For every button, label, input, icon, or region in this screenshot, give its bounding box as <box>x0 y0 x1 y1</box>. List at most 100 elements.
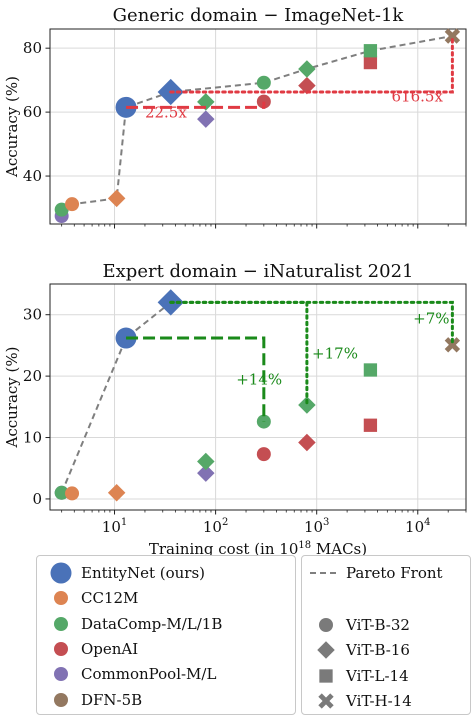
data-point-datacomp <box>256 75 271 90</box>
legend-architectures: Pareto Front ViT-B-32 ViT-B-16 ViT-L-14 ViT-… <box>301 555 471 715</box>
annotation-label: +17% <box>312 344 358 362</box>
legend-item-x: ViT-H-14 <box>302 688 412 714</box>
legend-item-pareto: Pareto Front <box>302 560 443 586</box>
legend-marker <box>54 667 68 682</box>
annotation-bracket <box>169 300 309 407</box>
legend-label: DFN-5B <box>81 690 143 709</box>
data-point-cc12m <box>107 189 126 208</box>
data-point-datacomp <box>363 44 378 58</box>
y-axis-label: Accuracy (%) <box>3 76 21 178</box>
annotation-bracket <box>126 336 266 422</box>
data-point-datacomp <box>363 363 378 377</box>
legend-item-openai: OpenAI <box>37 636 138 662</box>
legend-swatch-entitynet <box>50 562 72 584</box>
data-point-openai <box>298 433 316 452</box>
data-point-datacomp <box>298 60 316 78</box>
chart-panel-2: 101 102 103 104 0 10 20 30 Expert domain − iNatu… <box>3 261 467 558</box>
legend-marker <box>310 572 340 574</box>
legend-swatch-commonpool <box>54 667 68 682</box>
data-point-datacomp <box>298 396 316 414</box>
legend-item-diamond: ViT-B-16 <box>302 637 410 663</box>
data-point-openai <box>363 418 378 432</box>
data-point-dfn <box>444 28 461 44</box>
chart-panel-1: 40 60 80 Generic domain − ImageNet-1k Accura… <box>3 5 467 229</box>
pareto-front-line <box>61 35 453 211</box>
legend-label: CC12M <box>81 589 139 608</box>
data-point-commonpool <box>197 464 215 482</box>
x-tick-label: 101 <box>102 517 127 536</box>
data-point-openai <box>298 76 316 95</box>
data-point-cc12m <box>65 486 80 501</box>
chart-title: Expert domain − iNaturalist 2021 <box>103 261 414 282</box>
data-point-openai <box>363 55 378 70</box>
annotation-label: 22.5x <box>145 104 187 122</box>
legend-swatch-dfn <box>54 692 68 707</box>
x-tick-label: 102 <box>203 517 228 536</box>
y-tick-label: 10 <box>23 429 42 447</box>
chart-title: Generic domain − ImageNet-1k <box>113 5 405 26</box>
legend-swatch-x <box>318 693 334 709</box>
legend-marker <box>54 616 68 631</box>
data-point-datacomp <box>197 452 215 471</box>
legend-marker <box>318 693 334 709</box>
legend-label: OpenAI <box>81 639 139 658</box>
pareto-front-line <box>60 301 172 494</box>
annotation-bracket <box>126 101 266 109</box>
legend-item-circle: ViT-B-32 <box>302 612 410 638</box>
annotation-label: +7% <box>413 309 449 327</box>
annotation-bracket <box>169 34 454 94</box>
legend-label: ViT-H-14 <box>346 691 412 710</box>
annotation-label: +14% <box>236 371 282 389</box>
legend-label: ViT-B-16 <box>346 641 410 660</box>
legend-label: DataComp-M/L/1B <box>81 614 223 633</box>
legend-item-datacomp: DataComp-M/L/1B <box>37 611 222 637</box>
y-tick-label: 0 <box>32 490 42 508</box>
x-tick-label: 104 <box>405 517 430 536</box>
data-point-cc12m <box>65 197 80 212</box>
data-point-datacomp <box>54 202 69 217</box>
legend-label: ViT-B-32 <box>346 616 410 634</box>
legend-item-square: ViT-L-14 <box>302 663 409 689</box>
y-tick-label: 80 <box>23 39 42 57</box>
legend-swatch-square <box>319 668 333 683</box>
legend-marker <box>50 562 72 584</box>
legend-marker <box>319 618 333 632</box>
y-tick-label: 40 <box>23 167 42 185</box>
legend-label: EntityNet (ours) <box>81 564 205 582</box>
legend-label: ViT-L-14 <box>346 666 409 685</box>
annotation-bracket <box>169 300 454 347</box>
data-point-dfn <box>444 337 461 353</box>
data-point-cc12m <box>107 484 126 502</box>
data-point-openai <box>256 447 271 462</box>
y-tick-label: 30 <box>23 306 42 324</box>
legend-swatch-cc12m <box>54 591 68 606</box>
legend-item-commonpool: CommonPool-M/L <box>37 661 216 687</box>
legend-marker <box>54 692 68 707</box>
legend-label: Pareto Front <box>346 564 443 582</box>
annotation-label: 616.5x <box>392 88 444 106</box>
legend-marker <box>54 591 68 606</box>
x-axis-label: Training cost (in 1018 MACs) <box>149 540 367 558</box>
legend-swatch-circle <box>319 618 333 632</box>
y-tick-label: 60 <box>23 103 42 121</box>
data-point-datacomp <box>54 485 69 500</box>
legend-marker <box>319 668 333 683</box>
x-tick-label: 103 <box>304 517 329 536</box>
legend-marker <box>317 641 335 660</box>
legend-datasets: EntityNet (ours) CC12M DataComp-M/L/1B Open… <box>36 555 296 715</box>
plot-frame <box>49 283 467 511</box>
legend-item-cc12m: CC12M <box>37 585 138 611</box>
legend-item-entitynet: EntityNet (ours) <box>37 560 205 586</box>
y-tick-label: 20 <box>23 367 42 385</box>
data-point-commonpool <box>197 110 215 128</box>
legend-swatch-diamond <box>317 641 335 660</box>
legend-swatch-datacomp <box>54 616 68 631</box>
data-point-entitynet <box>115 96 137 118</box>
legend-swatch-openai <box>54 641 68 656</box>
y-axis-label: Accuracy (%) <box>3 346 21 448</box>
legend-item-dfn: DFN-5B <box>37 687 142 713</box>
plot-frame <box>49 28 467 225</box>
legend-marker <box>54 641 68 656</box>
legend-label: CommonPool-M/L <box>81 665 217 684</box>
